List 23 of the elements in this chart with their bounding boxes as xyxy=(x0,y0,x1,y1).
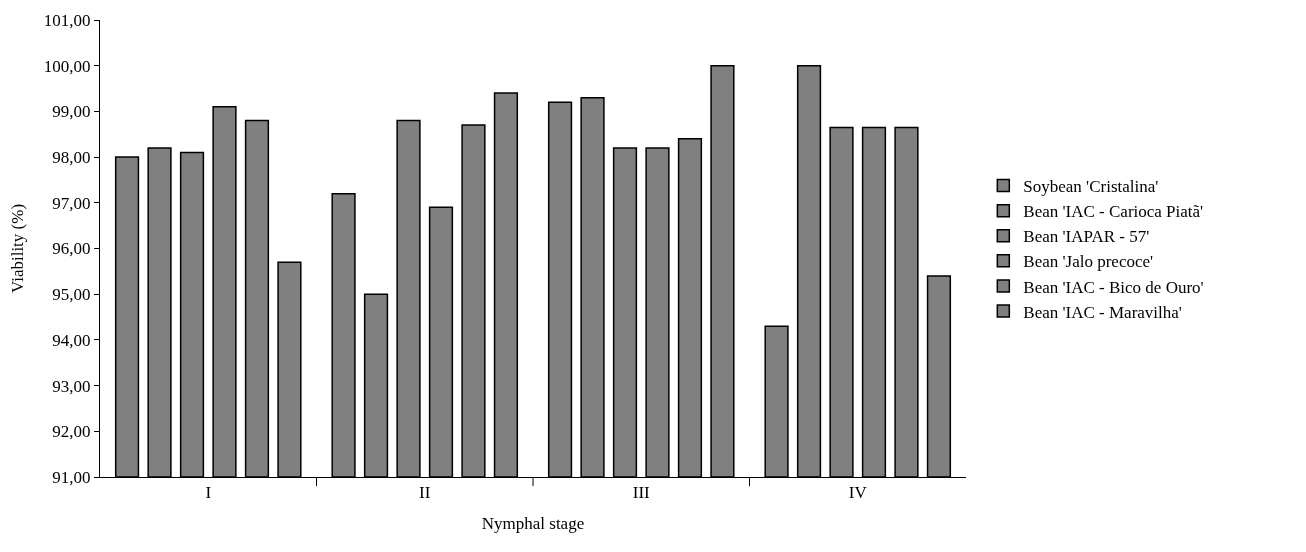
y-tick-label: 96,00 xyxy=(52,239,91,259)
legend-label: Bean 'IAC - Bico de Ouro' xyxy=(1023,277,1204,297)
y-tick-label: 99,00 xyxy=(52,102,91,122)
y-tick-label: 97,00 xyxy=(52,193,91,213)
x-tick-label: I xyxy=(205,483,212,503)
x-tick-label: IV xyxy=(848,483,868,503)
y-tick-label: 91,00 xyxy=(52,467,91,487)
y-tick-label: 95,00 xyxy=(52,285,91,305)
y-tick-label: 94,00 xyxy=(52,330,91,350)
legend-label: Soybean 'Cristalina' xyxy=(1023,177,1159,197)
y-tick-label: 93,00 xyxy=(52,376,91,396)
legend-label: Bean 'IAC - Carioca Piatã' xyxy=(1023,202,1204,222)
y-tick-label: 100,00 xyxy=(43,56,91,76)
x-tick-label: III xyxy=(632,483,651,503)
y-tick-label: 98,00 xyxy=(52,148,91,168)
legend-label: Bean 'Jalo precoce' xyxy=(1023,252,1154,272)
y-tick-label: 92,00 xyxy=(52,422,91,442)
y-tick-label: 101,00 xyxy=(43,10,91,30)
x-tick-label: II xyxy=(419,483,431,503)
y-axis-title: Viability (%) xyxy=(8,203,28,294)
x-axis-title: Nymphal stage xyxy=(481,513,585,533)
legend-label: Bean 'IAPAR - 57' xyxy=(1023,227,1150,247)
legend-label: Bean 'IAC - Maravilha' xyxy=(1023,302,1182,322)
